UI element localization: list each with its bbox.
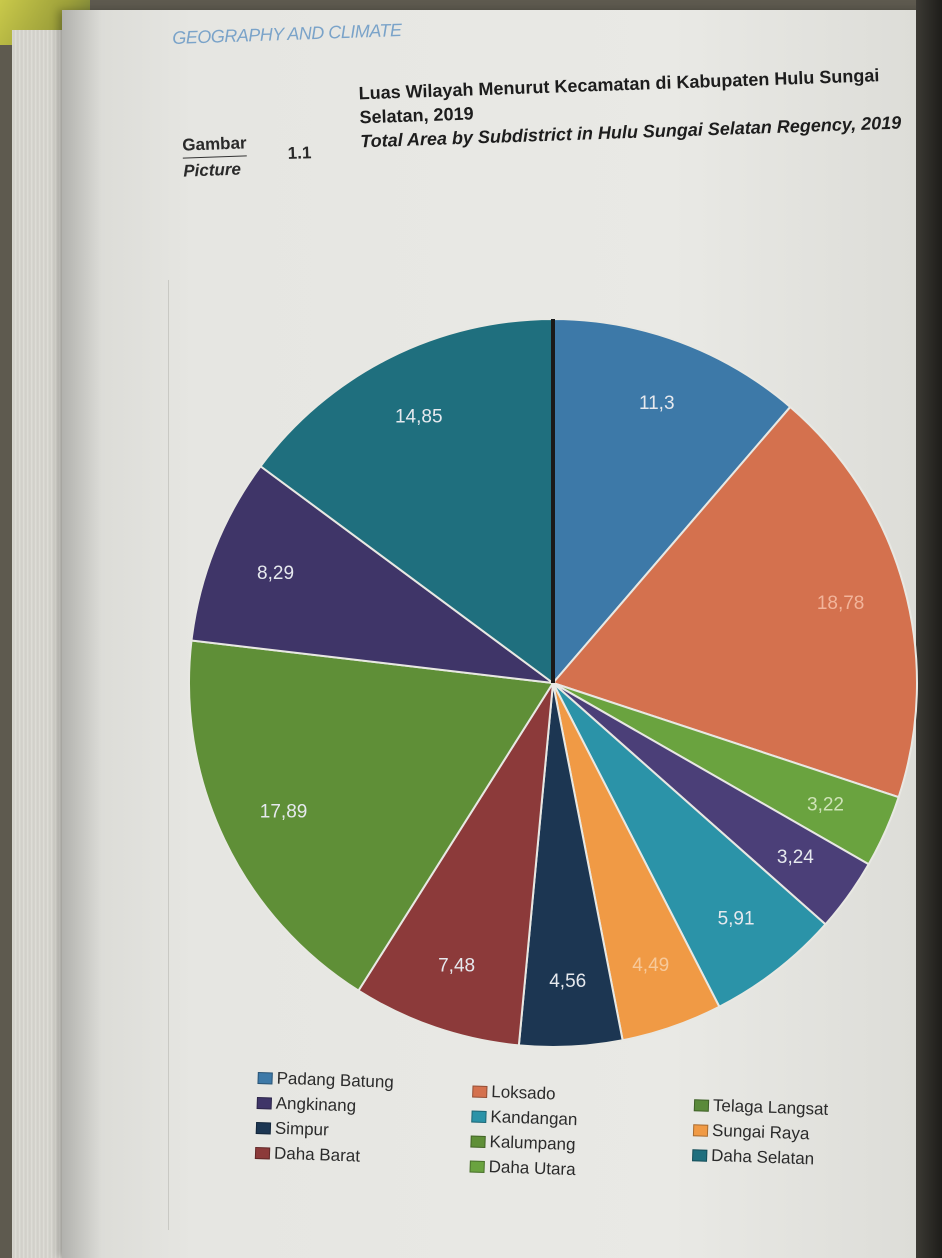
pie-data-label: 17,89 bbox=[260, 801, 308, 822]
legend-label: Telaga Langsat bbox=[712, 1095, 829, 1119]
legend-item: Daha Selatan bbox=[692, 1145, 815, 1169]
legend-label: Loksado bbox=[490, 1082, 556, 1104]
pie-data-label: 14,85 bbox=[395, 406, 443, 427]
legend-label: Padang Batung bbox=[276, 1068, 395, 1092]
legend-item: Kalumpang bbox=[470, 1131, 576, 1155]
chart-frame-line bbox=[168, 280, 169, 1230]
legend-swatch bbox=[257, 1071, 273, 1085]
legend-label: Angkinang bbox=[275, 1093, 357, 1116]
legend-item: Daha Utara bbox=[469, 1156, 576, 1180]
legend-swatch bbox=[255, 1121, 272, 1135]
legend-label: Simpur bbox=[274, 1118, 330, 1140]
legend-label: Sungai Raya bbox=[711, 1120, 810, 1144]
pie-data-label: 4,56 bbox=[549, 971, 586, 992]
legend-swatch bbox=[256, 1096, 272, 1110]
legend-swatch bbox=[470, 1135, 486, 1148]
book-right-edge bbox=[916, 0, 942, 1258]
legend-swatch bbox=[692, 1124, 709, 1137]
legend-item: Telaga Langsat bbox=[693, 1095, 829, 1120]
pie-data-label: 8,29 bbox=[257, 563, 294, 584]
pie-data-label: 3,22 bbox=[807, 795, 844, 816]
pie-data-label: 5,91 bbox=[718, 909, 755, 930]
pie-data-label: 4,49 bbox=[632, 955, 669, 976]
legend-item: Kandangan bbox=[471, 1106, 578, 1130]
legend-item: Angkinang bbox=[256, 1093, 356, 1116]
spine-shadow bbox=[62, 10, 102, 1258]
legend-swatch bbox=[254, 1146, 271, 1160]
pie-data-label: 3,24 bbox=[777, 847, 814, 868]
legend-label: Daha Barat bbox=[273, 1143, 361, 1166]
legend-item: Loksado bbox=[472, 1081, 556, 1104]
legend-item: Daha Barat bbox=[254, 1143, 361, 1167]
legend-item: Padang Batung bbox=[257, 1068, 394, 1093]
legend-label: Kalumpang bbox=[489, 1132, 576, 1155]
legend-swatch bbox=[469, 1160, 485, 1173]
chart-legend: Padang Batung Angkinang Simpur Daha Barat Lo… bbox=[253, 1068, 898, 1240]
pie-data-label: 7,48 bbox=[438, 955, 475, 976]
legend-swatch bbox=[693, 1099, 710, 1112]
pie-slice bbox=[190, 464, 557, 685]
pie-slice bbox=[188, 639, 555, 993]
pie-data-label: 11,3 bbox=[639, 393, 675, 414]
legend-label: Kandangan bbox=[490, 1107, 578, 1130]
pie-slice bbox=[259, 317, 554, 685]
legend-item: Sungai Raya bbox=[692, 1120, 810, 1144]
legend-label: Daha Utara bbox=[488, 1157, 576, 1180]
pie-slice bbox=[357, 682, 554, 1047]
legend-swatch bbox=[472, 1085, 488, 1099]
pie-slice bbox=[551, 405, 918, 799]
pie-slice bbox=[552, 682, 827, 1009]
legend-item: Simpur bbox=[255, 1118, 330, 1141]
legend-label: Daha Selatan bbox=[710, 1145, 815, 1169]
legend-swatch bbox=[692, 1149, 708, 1162]
legend-swatch bbox=[471, 1110, 487, 1123]
pie-data-label: 18,78 bbox=[817, 593, 865, 614]
pie-slice bbox=[552, 317, 792, 686]
